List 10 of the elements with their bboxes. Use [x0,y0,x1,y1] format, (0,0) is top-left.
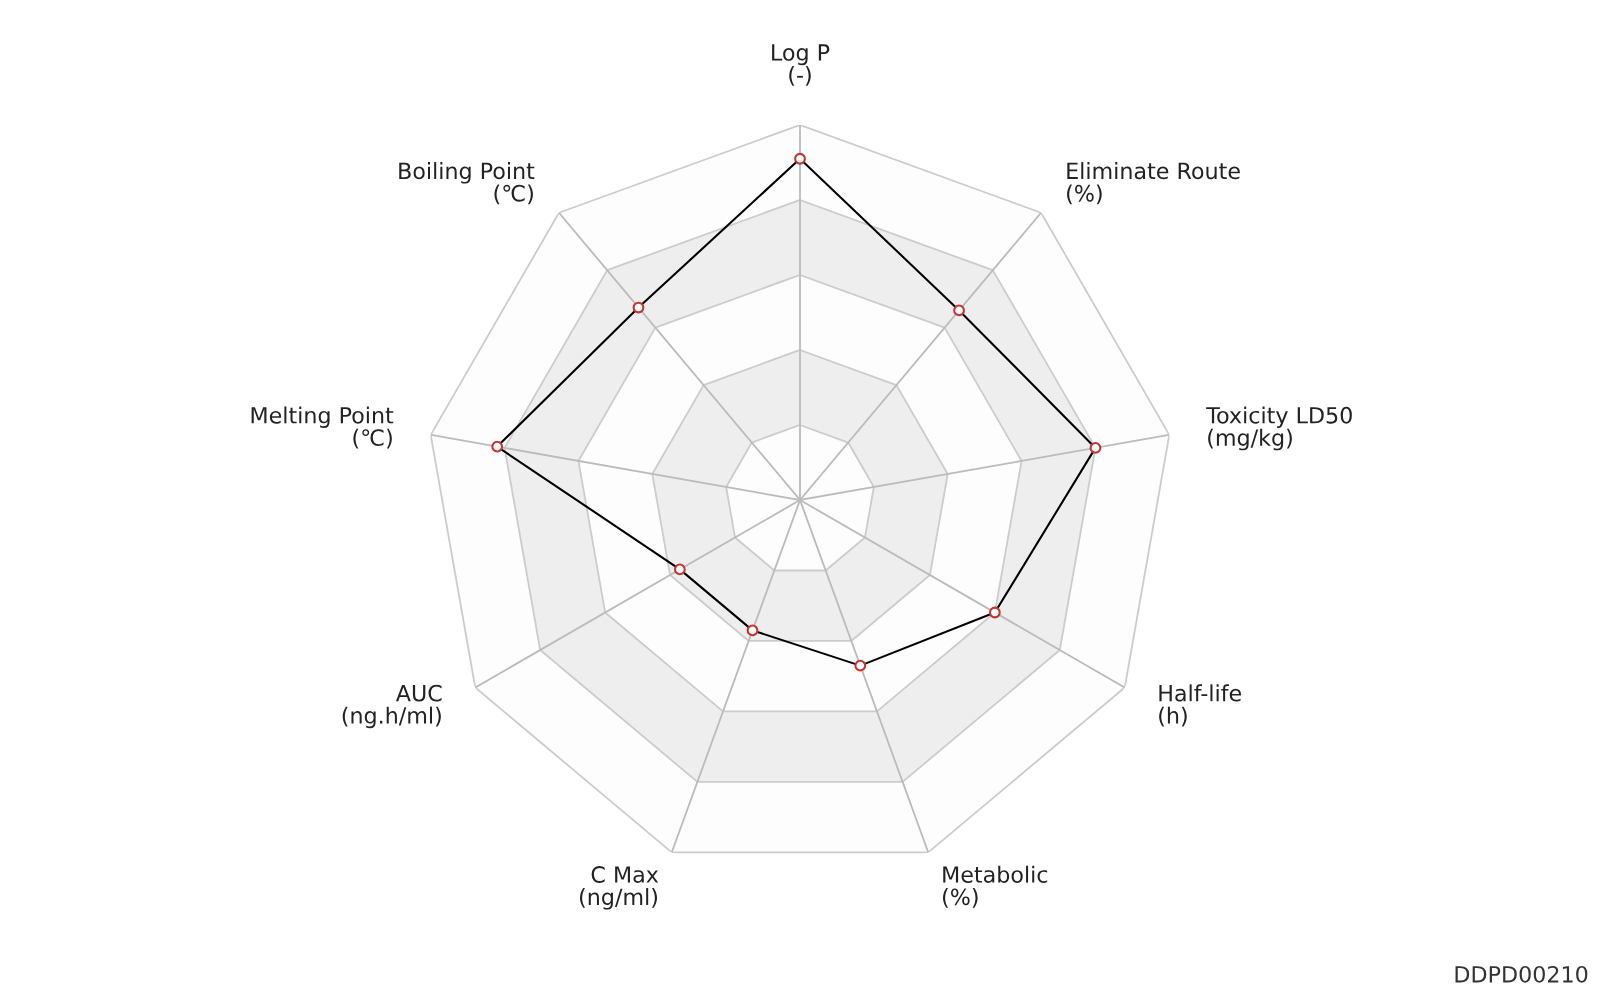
spoke-label: Toxicity LD50 (mg/kg) [1206,406,1352,451]
spoke-label: Log P (-) [772,44,830,86]
spoke-label: Metabolic (%) [942,865,1048,908]
spoke-label: Boiling Point (℃) [399,162,535,205]
spoke-label: Half-life (h) [1159,684,1242,727]
spoke-label: Melting Point (℃) [251,406,394,449]
text: DDPD00210 [1455,965,1588,983]
spoke-label: C Max (ng/ml) [579,866,659,910]
spoke-label: AUC (ng.h/ml) [342,684,442,729]
spoke-label: Eliminate Route (%) [1067,162,1240,205]
